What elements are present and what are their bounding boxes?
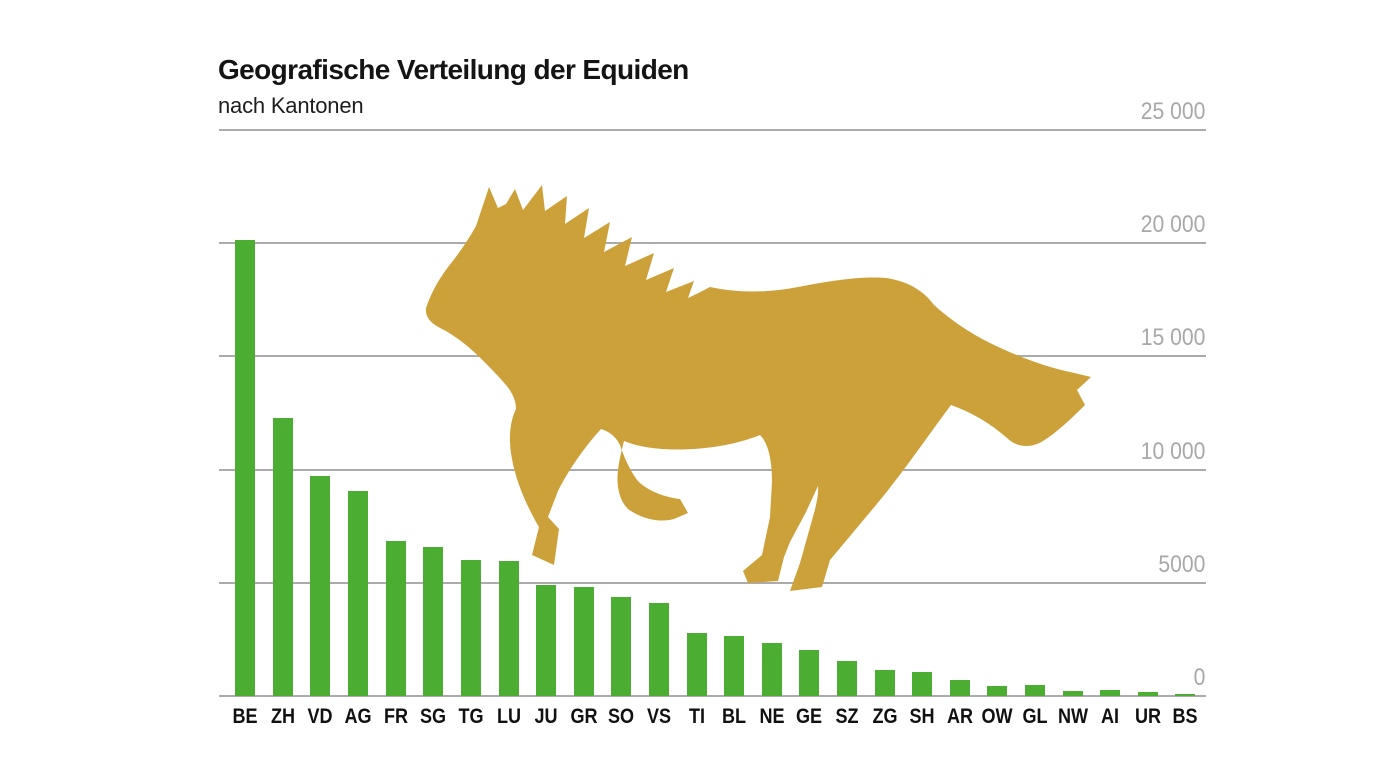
- bar-zg: [874, 670, 895, 696]
- bar-sz: [836, 660, 857, 696]
- x-tick-label: SZ: [835, 705, 859, 728]
- bar-ai: [1100, 690, 1121, 696]
- bar-vs: [648, 603, 669, 696]
- y-tick-label: 10 000: [1140, 437, 1205, 465]
- bar-sh: [912, 672, 933, 696]
- gridline: [219, 242, 1206, 245]
- bar-bl: [724, 636, 745, 696]
- y-tick-label: 5000: [1158, 550, 1205, 578]
- x-tick-label: TI: [688, 705, 705, 728]
- bar-gr: [573, 587, 594, 696]
- gridline: [219, 581, 1206, 584]
- bar-ag: [348, 491, 368, 696]
- x-tick-label: GL: [1022, 705, 1048, 728]
- x-tick-label: ZH: [270, 705, 295, 728]
- x-tick-label: VS: [646, 705, 671, 728]
- bar-fr: [385, 540, 406, 696]
- y-tick-label: 15 000: [1140, 324, 1205, 352]
- y-tick-label: 20 000: [1140, 211, 1205, 239]
- x-tick-label: LU: [496, 705, 521, 728]
- bar-ti: [686, 632, 707, 696]
- x-tick-label: FR: [383, 705, 408, 728]
- x-tick-label: BS: [1172, 705, 1198, 728]
- bar-ar: [949, 680, 970, 696]
- y-tick-label: 0: [1193, 664, 1205, 691]
- x-tick-label: GE: [796, 705, 823, 728]
- x-tick-label: NW: [1057, 705, 1088, 728]
- bar-ge: [799, 650, 820, 696]
- bar-ur: [1137, 691, 1158, 696]
- x-tick-label: BL: [722, 705, 747, 728]
- gridline: [219, 129, 1206, 131]
- bar-lu: [498, 561, 519, 696]
- y-tick-label: 25 000: [1140, 98, 1205, 125]
- bar-zh: [272, 418, 293, 696]
- x-tick-label: TG: [458, 705, 484, 728]
- x-tick-label: UR: [1134, 705, 1161, 728]
- bar-ju: [536, 585, 557, 696]
- x-tick-label: SO: [608, 705, 635, 728]
- x-tick-label: AG: [344, 705, 372, 728]
- gridline: [219, 695, 1206, 697]
- bar-vd: [310, 476, 331, 696]
- horse-icon: [425, 185, 1092, 591]
- gridline: [219, 468, 1206, 471]
- bar-so: [611, 597, 632, 696]
- bar-ne: [761, 643, 782, 696]
- x-tick-label: VD: [307, 705, 333, 728]
- bar-gl: [1025, 685, 1045, 696]
- x-tick-label: SH: [909, 705, 935, 728]
- bar-sg: [423, 546, 444, 696]
- chart-subtitle: nach Kantonen: [218, 93, 364, 118]
- x-tick-label: BE: [232, 705, 258, 728]
- chart-title: Geografische Verteilung der Equiden: [218, 54, 689, 85]
- bar-bs: [1175, 694, 1196, 696]
- x-tick-label: ZG: [871, 705, 898, 728]
- bar-be: [235, 239, 256, 696]
- x-tick-label: SG: [420, 705, 447, 728]
- x-tick-label: OW: [981, 705, 1013, 728]
- x-tick-label: NE: [759, 705, 785, 728]
- bar-nw: [1062, 691, 1083, 696]
- x-tick-label: AR: [946, 705, 973, 728]
- x-tick-label: AI: [1101, 705, 1120, 728]
- x-tick-label: JU: [534, 705, 558, 728]
- bar-ow: [987, 685, 1008, 696]
- bar-tg: [460, 560, 481, 696]
- x-tick-label: GR: [570, 705, 598, 728]
